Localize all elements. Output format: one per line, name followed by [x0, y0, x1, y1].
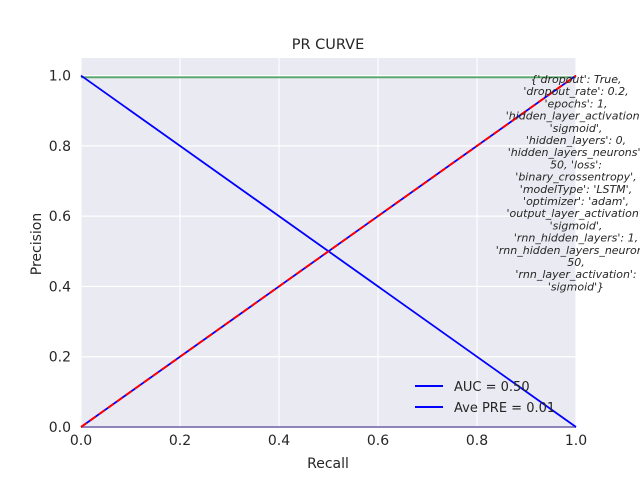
- series-line-2: [80, 74, 577, 428]
- x-tick-label: 1.0: [565, 433, 587, 449]
- x-tick-label: 0.8: [466, 433, 488, 449]
- y-tick-label: 0.8: [49, 139, 71, 155]
- annotation-line: 'rnn_hidden_layers_neurons':: [496, 244, 640, 257]
- x-tick-label: 0.4: [268, 433, 290, 449]
- annotation-line: 'hidden_layer_activation':: [506, 110, 640, 123]
- annotation-line: 'output_layer_activation':: [506, 207, 640, 220]
- legend-label: Ave PRE = 0.01: [454, 401, 555, 416]
- annotation-line: 'modelType': 'LSTM',: [520, 183, 632, 196]
- x-tick-label: 0.0: [70, 433, 92, 449]
- annotation-line: 'sigmoid',: [550, 219, 603, 232]
- x-axis-ticks: 0.0 0.2 0.4 0.6 0.8 1.0: [70, 433, 587, 449]
- annotation-line: 'sigmoid',: [550, 122, 603, 135]
- grid: [80, 58, 577, 428]
- x-tick-label: 0.2: [169, 433, 191, 449]
- x-tick-label: 0.6: [367, 433, 389, 449]
- annotation-line: 'sigmoid'}: [548, 280, 604, 293]
- annotation-line: 'hidden_layers': 0,: [526, 134, 626, 147]
- annotation-line: {'dropout': True,: [530, 73, 621, 86]
- chart-title: PR CURVE: [292, 37, 365, 53]
- x-axis-label: Recall: [307, 456, 349, 472]
- y-tick-label: 1.0: [49, 69, 71, 85]
- annotation-line: 'binary_crossentropy',: [515, 171, 636, 184]
- annotation-line: 'optimizer': 'adam',: [523, 195, 629, 208]
- annotation-line: 50, 'loss':: [550, 158, 602, 171]
- plot-area: [81, 58, 576, 427]
- y-tick-label: 0.2: [49, 350, 71, 366]
- y-tick-label: 0.6: [49, 209, 71, 225]
- y-axis-label: Precision: [29, 213, 45, 275]
- y-axis-ticks: 0.0 0.2 0.4 0.6 0.8 1.0: [49, 69, 71, 436]
- legend-label: AUC = 0.50: [454, 380, 530, 395]
- legend: AUC = 0.50 Ave PRE = 0.01: [415, 380, 555, 416]
- series-layer: [80, 74, 577, 428]
- annotation-line: 50,: [567, 256, 585, 269]
- annotation-line: 'rnn_hidden_layers': 1,: [514, 232, 638, 245]
- hyperparameter-annotation: {'dropout': True,'dropout_rate': 0.2,'ep…: [496, 73, 640, 293]
- y-tick-label: 0.0: [49, 420, 71, 436]
- annotation-line: 'hidden_layers_neurons':: [508, 146, 640, 159]
- annotation-line: 'dropout_rate': 0.2,: [523, 85, 628, 98]
- annotation-line: 'rnn_layer_activation':: [515, 268, 636, 281]
- y-tick-label: 0.4: [49, 279, 71, 295]
- annotation-line: 'epochs': 1,: [545, 97, 608, 110]
